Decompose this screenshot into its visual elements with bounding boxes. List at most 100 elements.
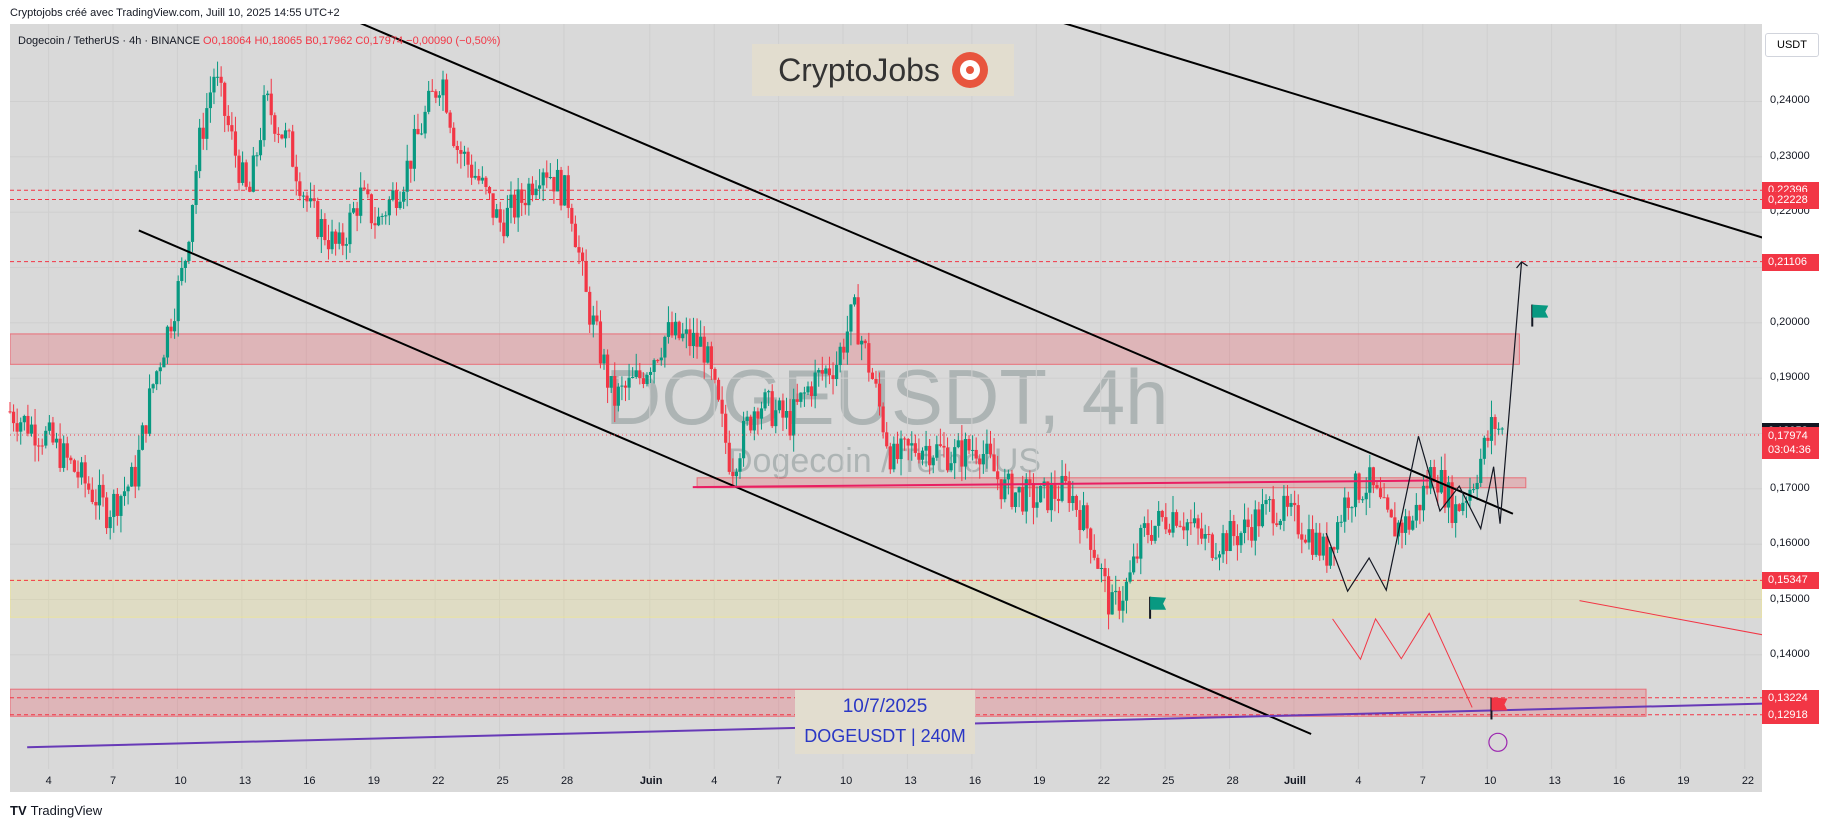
candle-body	[1278, 520, 1282, 526]
brand-name: CryptoJobs	[778, 51, 940, 88]
price-level-tag: 0,15347	[1762, 572, 1819, 590]
candle-body	[376, 216, 381, 226]
horizontal-support-line	[692, 479, 1430, 489]
candle-body	[1207, 533, 1211, 535]
candle-body	[151, 384, 155, 389]
candle-body	[702, 336, 706, 363]
candle-body	[1121, 600, 1125, 611]
candle-body	[355, 208, 359, 216]
candle-body	[283, 130, 288, 139]
candle-body	[656, 360, 660, 362]
candle-body	[1353, 473, 1358, 508]
candle-body	[885, 432, 889, 447]
candle-body	[480, 177, 484, 181]
candle-body	[1257, 509, 1261, 527]
symbol-label[interactable]: Dogecoin / TetherUS · 4h · BINANCE	[18, 35, 200, 47]
candle-body	[1185, 522, 1189, 531]
candle-body	[298, 181, 302, 196]
candle-body	[473, 175, 477, 178]
red-slope-line	[1579, 600, 1762, 636]
price-tick-label: 0,14000	[1770, 647, 1810, 660]
candle-body	[1135, 556, 1139, 559]
candle-body	[1210, 534, 1214, 558]
candle-body	[1386, 497, 1390, 510]
candle-body	[641, 378, 645, 384]
candle-body	[437, 95, 442, 98]
candle-body	[1361, 499, 1365, 501]
candle-body	[201, 127, 205, 139]
candle-body	[1411, 520, 1415, 530]
candle-body	[677, 321, 681, 339]
candle-body	[817, 370, 821, 373]
candle-body	[609, 376, 613, 388]
candle-body	[523, 202, 527, 206]
time-tick-label: 13	[238, 775, 252, 787]
candle-body	[444, 79, 449, 113]
candle-body	[40, 445, 44, 447]
arrow-head	[1516, 261, 1528, 269]
candle-body	[137, 449, 141, 487]
candle-body	[169, 326, 173, 332]
flag-icon	[1532, 304, 1549, 318]
chart-plot-area[interactable]: DOGEUSDT, 4h Dogecoin / TetherUS	[10, 24, 1762, 792]
candle-body	[269, 93, 273, 116]
candle-body	[1128, 572, 1132, 582]
candle-body	[1071, 495, 1075, 504]
price-tick-label: 0,23000	[1770, 149, 1810, 162]
candle-body	[881, 406, 885, 433]
candle-body	[906, 438, 910, 446]
candle-body	[634, 370, 638, 377]
candle-body	[248, 186, 252, 192]
candle-body	[1225, 533, 1229, 552]
candle-body	[419, 133, 424, 135]
candle-body	[709, 346, 713, 370]
candle-body	[1046, 481, 1050, 511]
price-axis[interactable]: 0,240000,230000,220000,210000,200000,190…	[1762, 24, 1835, 792]
time-tick-label: 7	[1419, 775, 1426, 787]
candle-body	[37, 445, 41, 447]
candle-body	[985, 443, 989, 454]
candle-body	[684, 329, 688, 334]
candle-body	[441, 79, 445, 96]
candle-body	[512, 194, 517, 218]
candle-body	[76, 471, 80, 478]
candle-body	[627, 377, 631, 388]
candle-body	[935, 444, 939, 458]
candle-body	[255, 155, 259, 157]
candle-body	[337, 232, 341, 244]
channel-lower-line	[138, 229, 1312, 735]
candle-body	[1235, 536, 1240, 546]
candle-body	[1403, 516, 1408, 533]
time-axis[interactable]: 4 7 10 13 16 19 22 25 28 Juin 4 7 10 13 16 19 22 25 28 Juil…	[10, 769, 1762, 792]
candle-body	[516, 189, 520, 218]
candle-body	[996, 471, 1000, 480]
currency-button[interactable]: USDT	[1765, 33, 1819, 57]
candle-body	[749, 416, 753, 431]
candle-body	[26, 415, 30, 434]
tradingview-logo-icon: TV	[10, 803, 27, 818]
candle-body	[251, 155, 255, 192]
candle-body	[863, 340, 867, 344]
candle-body	[115, 493, 119, 516]
low-value: B0,17962	[305, 35, 353, 47]
candle-body	[94, 502, 98, 506]
candle-body	[1074, 495, 1078, 510]
candle-body	[15, 423, 19, 432]
candle-body	[223, 82, 227, 116]
candle-body	[359, 187, 363, 216]
candle-body	[602, 354, 606, 364]
candle-body	[1443, 469, 1447, 508]
candle-body	[301, 195, 306, 197]
candle-body	[681, 333, 685, 339]
candle-body	[326, 240, 331, 250]
candle-body	[1275, 523, 1279, 526]
candle-body	[595, 315, 599, 322]
candle-body	[287, 130, 291, 132]
candle-body	[237, 155, 241, 183]
candle-body	[530, 183, 535, 196]
candle-body	[938, 444, 942, 446]
candle-body	[1214, 557, 1218, 559]
change-value: −0,00090 (−0,50%)	[406, 35, 501, 47]
candle-body	[1106, 576, 1111, 615]
candle-body	[273, 115, 277, 134]
